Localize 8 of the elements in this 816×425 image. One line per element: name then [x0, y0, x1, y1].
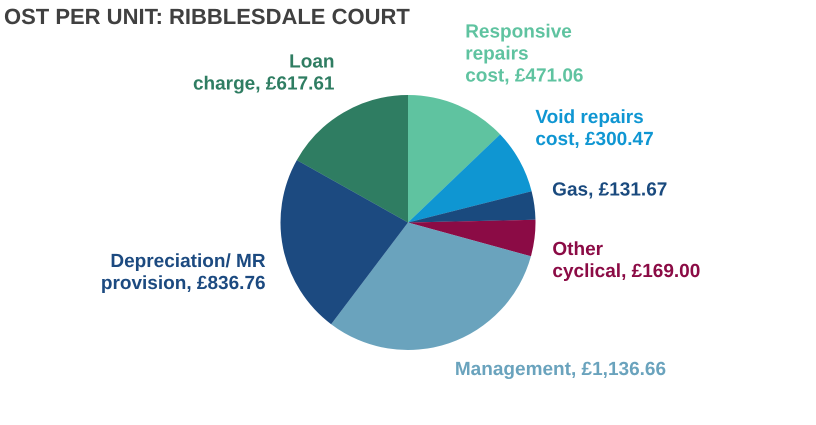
chart-title: OST PER UNIT: RIBBLESDALE COURT [4, 4, 410, 30]
slice-label: Void repairs cost, £300.47 [535, 106, 654, 150]
slice-label: Other cyclical, £169.00 [552, 239, 700, 282]
slice-label: Depreciation/ MR provision, £836.76 [100, 251, 266, 294]
slice-label: Responsive repairs cost, £471.06 [465, 21, 584, 86]
slice-label: Gas, £131.67 [552, 180, 668, 201]
slice-label: Management, £1,136.66 [454, 358, 666, 380]
slice-label: Loan charge, £617.61 [192, 52, 335, 95]
